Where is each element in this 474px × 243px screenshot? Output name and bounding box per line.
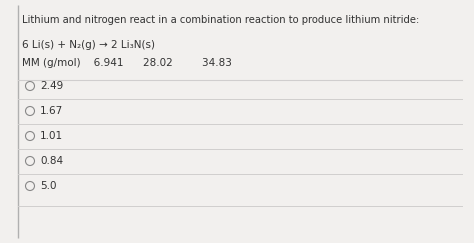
Text: 1.01: 1.01 [40,131,63,141]
Text: 5.0: 5.0 [40,181,56,191]
Text: MM (g/mol)    6.941      28.02         34.83: MM (g/mol) 6.941 28.02 34.83 [22,58,232,68]
Text: 0.84: 0.84 [40,156,63,166]
Text: 6 Li(s) + N₂(g) → 2 Li₃N(s): 6 Li(s) + N₂(g) → 2 Li₃N(s) [22,40,155,50]
Text: Lithium and nitrogen react in a combination reaction to produce lithium nitride:: Lithium and nitrogen react in a combinat… [22,15,419,25]
Text: 1.67: 1.67 [40,106,63,116]
Text: 2.49: 2.49 [40,81,63,91]
